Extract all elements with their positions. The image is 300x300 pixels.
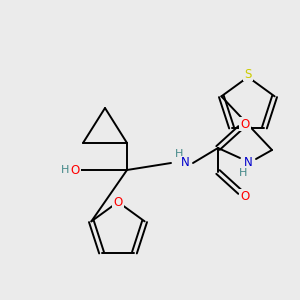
Text: O: O [113,196,123,208]
Text: O: O [240,118,250,130]
Text: H: H [175,149,183,159]
Text: N: N [244,157,252,169]
Text: H: H [239,168,247,178]
Text: O: O [240,190,250,202]
Text: S: S [244,68,252,80]
Text: N: N [181,157,189,169]
Text: H: H [61,165,69,175]
Text: O: O [70,164,80,176]
